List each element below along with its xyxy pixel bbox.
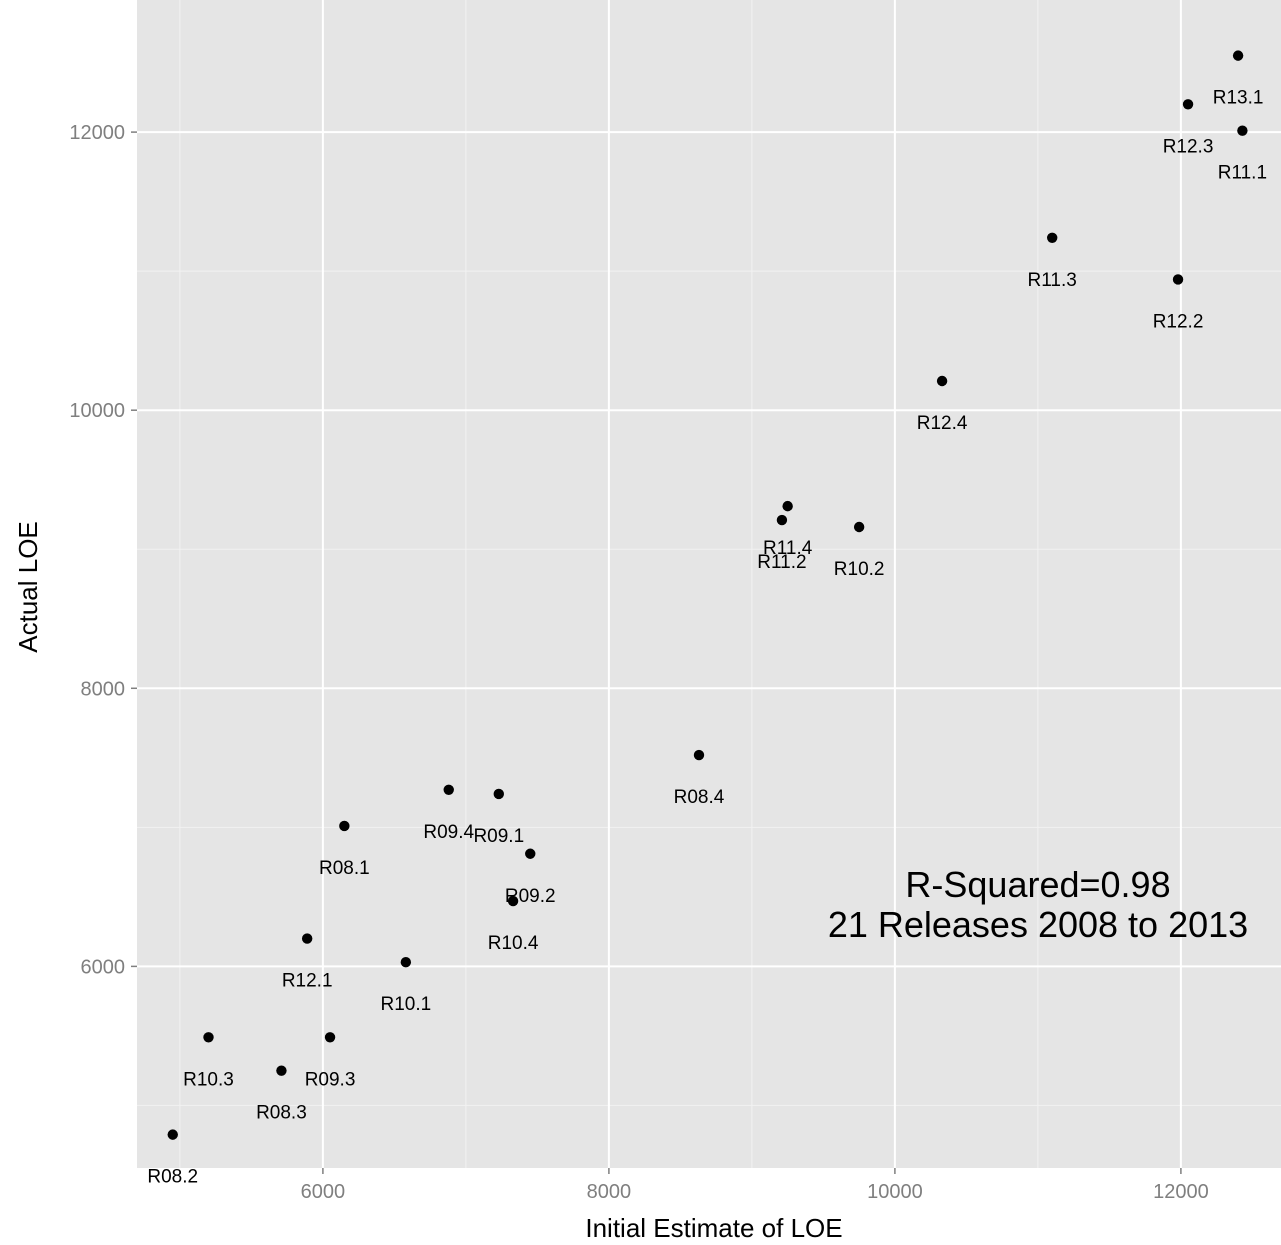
y-tick-label: 6000 — [81, 956, 126, 978]
data-point — [203, 1032, 214, 1043]
r-squared-annotation: R-Squared=0.98 — [905, 864, 1170, 905]
point-label: R11.2 — [757, 552, 806, 573]
data-point — [301, 933, 313, 944]
data-point — [1182, 99, 1194, 110]
data-point — [1237, 125, 1248, 136]
point-label: R10.2 — [834, 559, 885, 580]
point-label: R11.3 — [1028, 270, 1077, 291]
data-point — [507, 895, 519, 907]
data-point — [853, 521, 865, 533]
y-axis-title: Actual LOE — [13, 521, 43, 653]
data-point — [400, 957, 412, 968]
point-label: R09.4 — [423, 822, 474, 843]
point-label: R08.2 — [147, 1167, 198, 1188]
data-points — [167, 50, 1248, 1140]
y-tick-label: 10000 — [69, 400, 125, 422]
x-tick-label: 10000 — [867, 1181, 923, 1203]
data-point — [493, 788, 504, 800]
plot-panel — [137, 0, 1281, 1168]
data-point — [276, 1065, 287, 1076]
point-label: R08.3 — [256, 1103, 307, 1124]
data-point — [1047, 232, 1058, 243]
data-point — [167, 1129, 178, 1140]
data-point — [1172, 274, 1184, 285]
data-point — [693, 749, 705, 761]
data-point — [443, 784, 454, 795]
x-axis-ticks: 6000 8000 10000 12000 — [301, 1168, 1209, 1203]
minor-gridlines — [137, 0, 1281, 1168]
releases-annotation: 21 Releases 2008 to 2013 — [828, 904, 1248, 945]
data-point — [339, 820, 350, 832]
x-tick-label: 8000 — [587, 1181, 632, 1203]
point-label: R09.2 — [505, 886, 556, 907]
point-label: R12.3 — [1163, 136, 1214, 157]
point-label: R11.4 — [763, 538, 813, 559]
y-axis-ticks: 6000 8000 10000 12000 — [69, 122, 137, 978]
point-label: R10.1 — [380, 994, 431, 1015]
y-tick-label: 12000 — [69, 122, 125, 144]
x-axis-title: Initial Estimate of LOE — [585, 1213, 842, 1243]
point-label: R08.4 — [674, 787, 725, 808]
data-point — [936, 375, 948, 387]
point-label: R12.1 — [282, 971, 333, 992]
point-label: R09.1 — [473, 826, 524, 847]
data-point — [525, 848, 536, 859]
data-point — [324, 1032, 336, 1043]
point-label: R11.1 — [1218, 163, 1267, 184]
x-tick-label: 6000 — [301, 1181, 346, 1203]
point-label: R09.3 — [305, 1069, 356, 1090]
data-point — [1232, 50, 1244, 61]
point-label: R12.2 — [1153, 311, 1204, 332]
point-label: R13.1 — [1213, 88, 1264, 109]
point-label: R10.3 — [183, 1069, 234, 1090]
y-tick-label: 8000 — [81, 678, 126, 700]
major-gridlines — [137, 0, 1281, 1168]
point-label: R08.1 — [319, 858, 370, 879]
data-point — [776, 514, 788, 526]
point-label: R12.4 — [917, 413, 968, 434]
x-tick-label: 12000 — [1153, 1181, 1209, 1203]
data-point — [782, 500, 793, 512]
point-label: R10.4 — [488, 933, 539, 954]
